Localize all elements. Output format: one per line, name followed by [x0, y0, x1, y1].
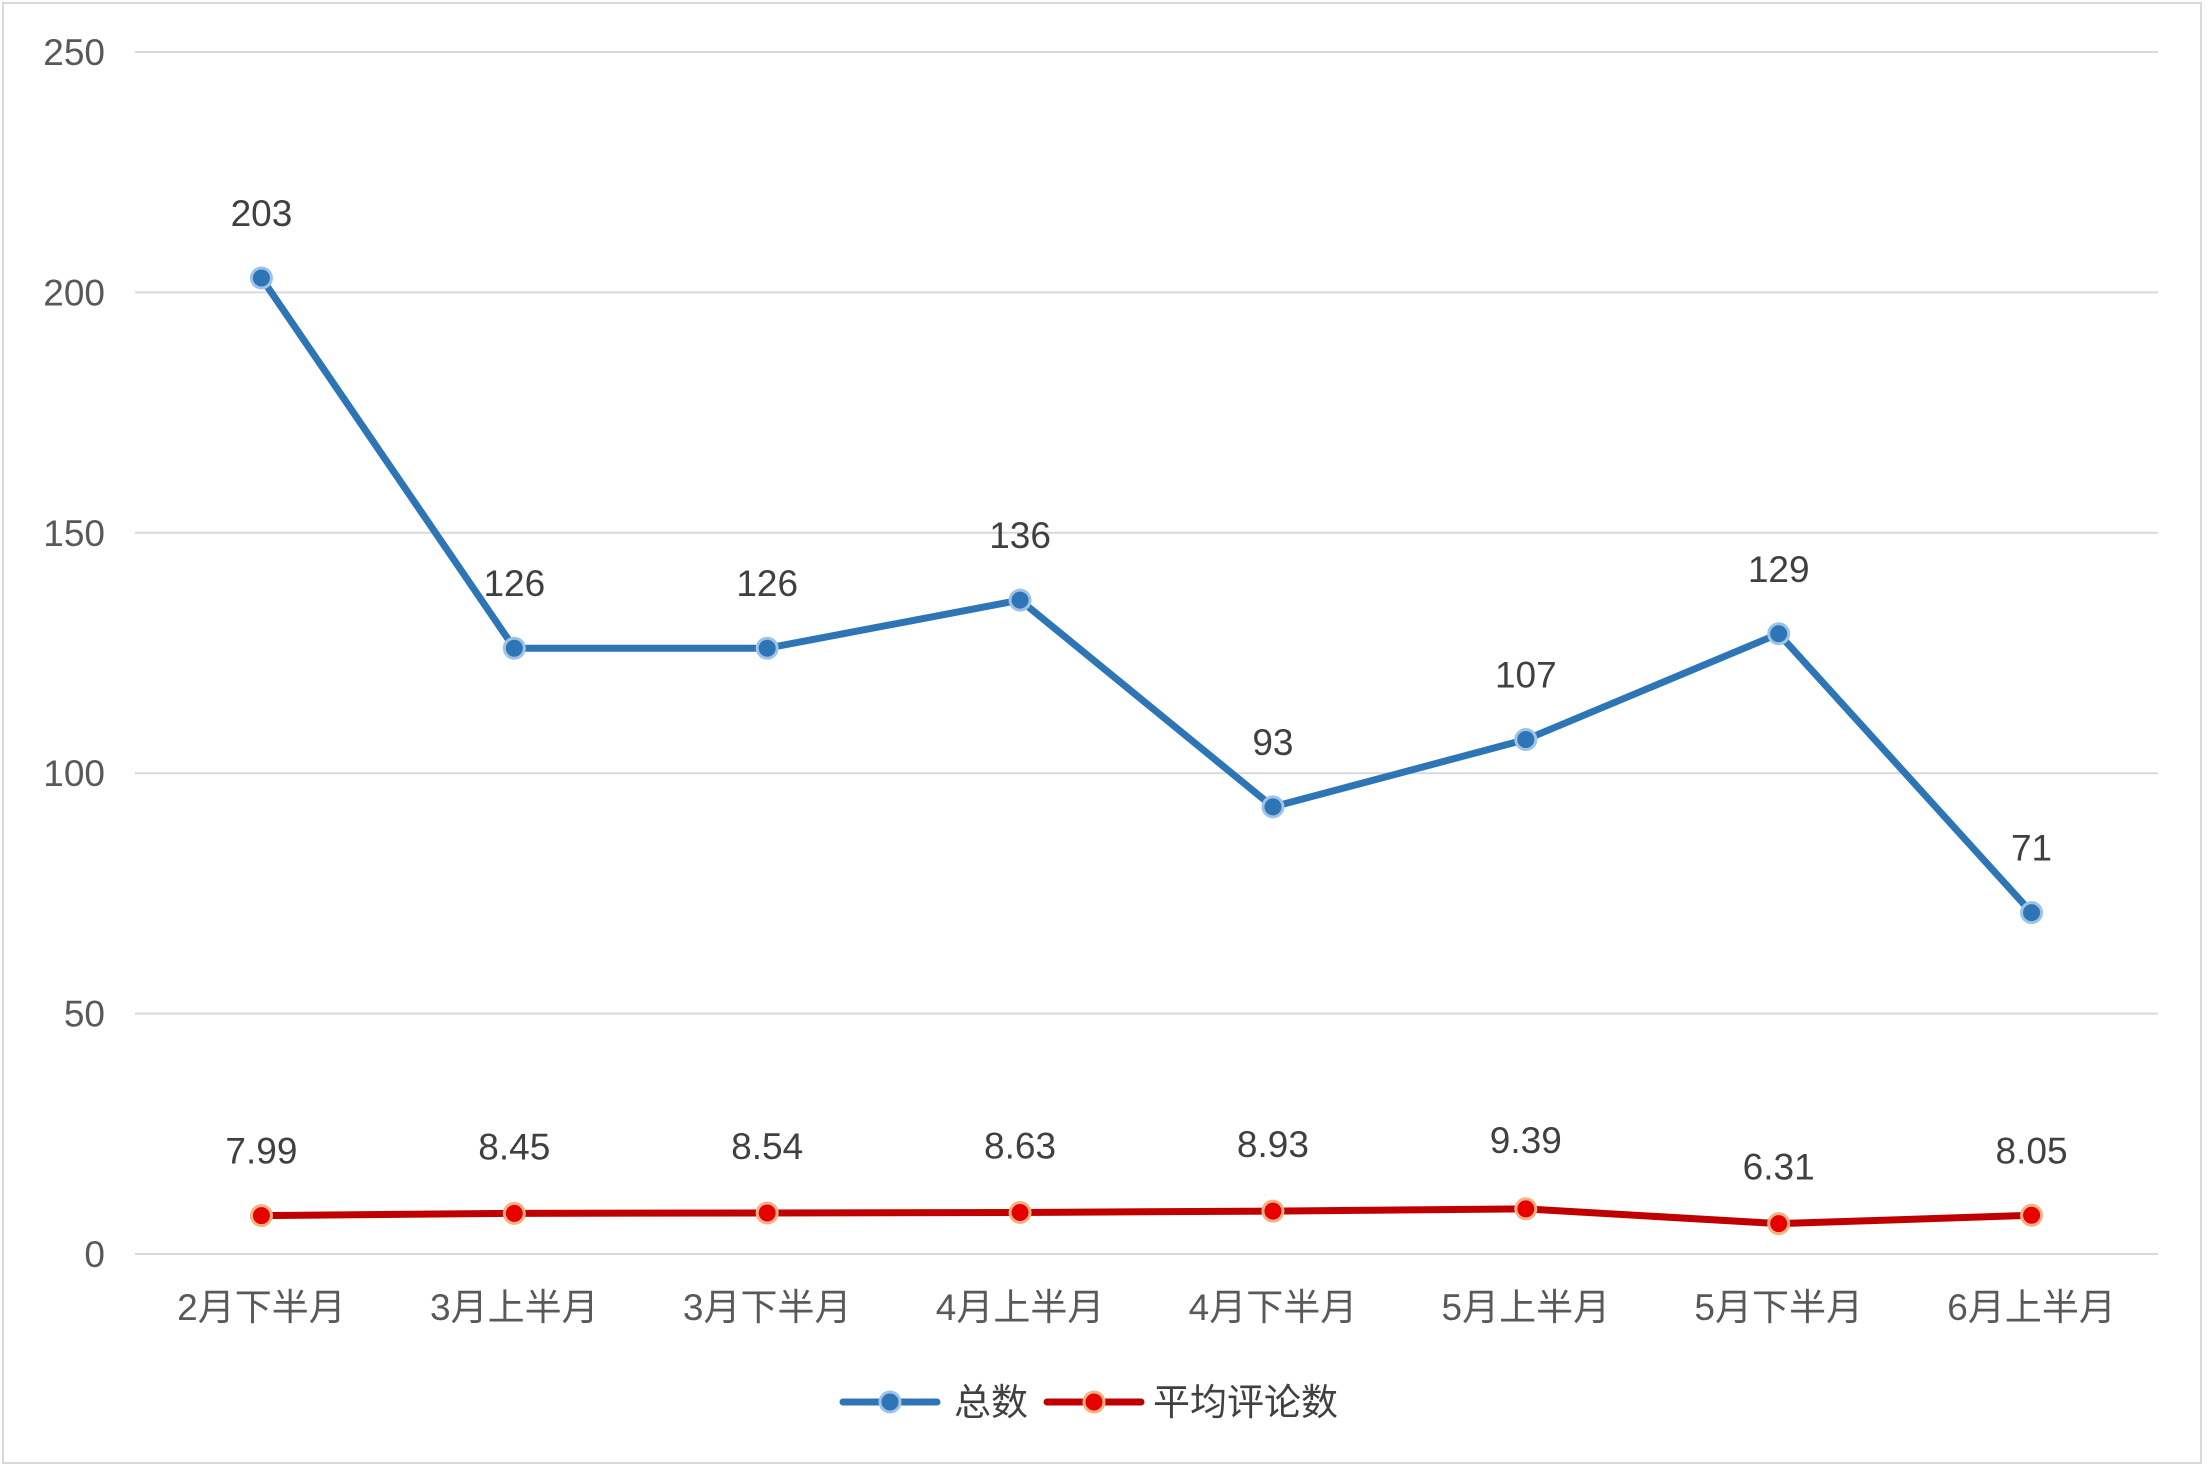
gridlines — [135, 51, 2158, 1255]
y-tick-label: 0 — [84, 1234, 105, 1275]
data-label: 71 — [2011, 828, 2052, 869]
x-category-label: 5月下半月 — [1694, 1287, 1863, 1328]
data-point — [1514, 728, 1538, 752]
data-point — [249, 1204, 273, 1228]
x-category-label: 4月下半月 — [1189, 1287, 1358, 1328]
data-point — [1261, 795, 1285, 819]
data-point — [1008, 588, 1032, 612]
data-point — [755, 1201, 779, 1225]
y-tick-label: 250 — [43, 32, 105, 73]
data-label: 7.99 — [225, 1131, 297, 1172]
legend-swatch-marker — [1082, 1390, 1106, 1414]
data-label: 8.93 — [1237, 1124, 1309, 1165]
x-category-label: 3月下半月 — [683, 1287, 852, 1328]
data-point — [755, 636, 779, 660]
data-label: 107 — [1495, 655, 1557, 696]
data-label: 136 — [989, 515, 1051, 556]
data-label: 126 — [736, 563, 798, 604]
x-category-label: 5月上半月 — [1442, 1287, 1611, 1328]
y-tick-label: 200 — [43, 272, 105, 313]
series-markers — [249, 266, 2044, 1236]
data-point — [1767, 1212, 1791, 1236]
x-axis-category-labels: 2月下半月 3月上半月 3月下半月 4月上半月 4月下半月 5月上半月 5月下半月 6月上半月 — [177, 1287, 2116, 1328]
data-point — [1008, 1201, 1032, 1225]
data-point — [2020, 1203, 2044, 1227]
legend-swatch-marker — [878, 1390, 902, 1414]
x-category-label: 3月上半月 — [430, 1287, 599, 1328]
data-label: 8.63 — [984, 1126, 1056, 1167]
data-label: 8.45 — [478, 1126, 550, 1167]
x-category-label: 4月上半月 — [936, 1287, 1105, 1328]
y-tick-label: 50 — [64, 994, 105, 1035]
data-point — [249, 266, 273, 290]
x-category-label: 6月上半月 — [1947, 1287, 2116, 1328]
data-label: 8.54 — [731, 1126, 803, 1167]
data-labels: 203 126 126 136 93 107 129 71 7.99 8.45 8.54 8.63 8.… — [225, 193, 2067, 1188]
data-label: 93 — [1252, 722, 1293, 763]
series-line-avg-comments — [257, 1205, 2036, 1228]
data-point — [1767, 622, 1791, 646]
data-label: 8.05 — [1996, 1130, 2068, 1171]
data-label: 126 — [483, 563, 545, 604]
data-label: 129 — [1748, 549, 1810, 590]
data-point — [1261, 1199, 1285, 1223]
series-line-total — [257, 274, 2036, 917]
data-label: 203 — [231, 193, 293, 234]
data-point — [1514, 1197, 1538, 1221]
data-label: 9.39 — [1490, 1120, 1562, 1161]
y-axis-tick-labels: 0 50 100 150 200 250 — [43, 32, 105, 1275]
y-tick-label: 100 — [43, 753, 105, 794]
x-category-label: 2月下半月 — [177, 1287, 346, 1328]
data-label: 6.31 — [1743, 1147, 1815, 1188]
legend: 总数 平均评论数 — [839, 1382, 1338, 1423]
legend-label: 总数 — [954, 1382, 1028, 1423]
legend-label: 平均评论数 — [1153, 1382, 1338, 1423]
data-point — [2020, 901, 2044, 925]
y-tick-label: 150 — [43, 513, 105, 554]
data-point — [502, 636, 526, 660]
data-point — [502, 1201, 526, 1225]
series-lines — [257, 274, 2036, 1228]
